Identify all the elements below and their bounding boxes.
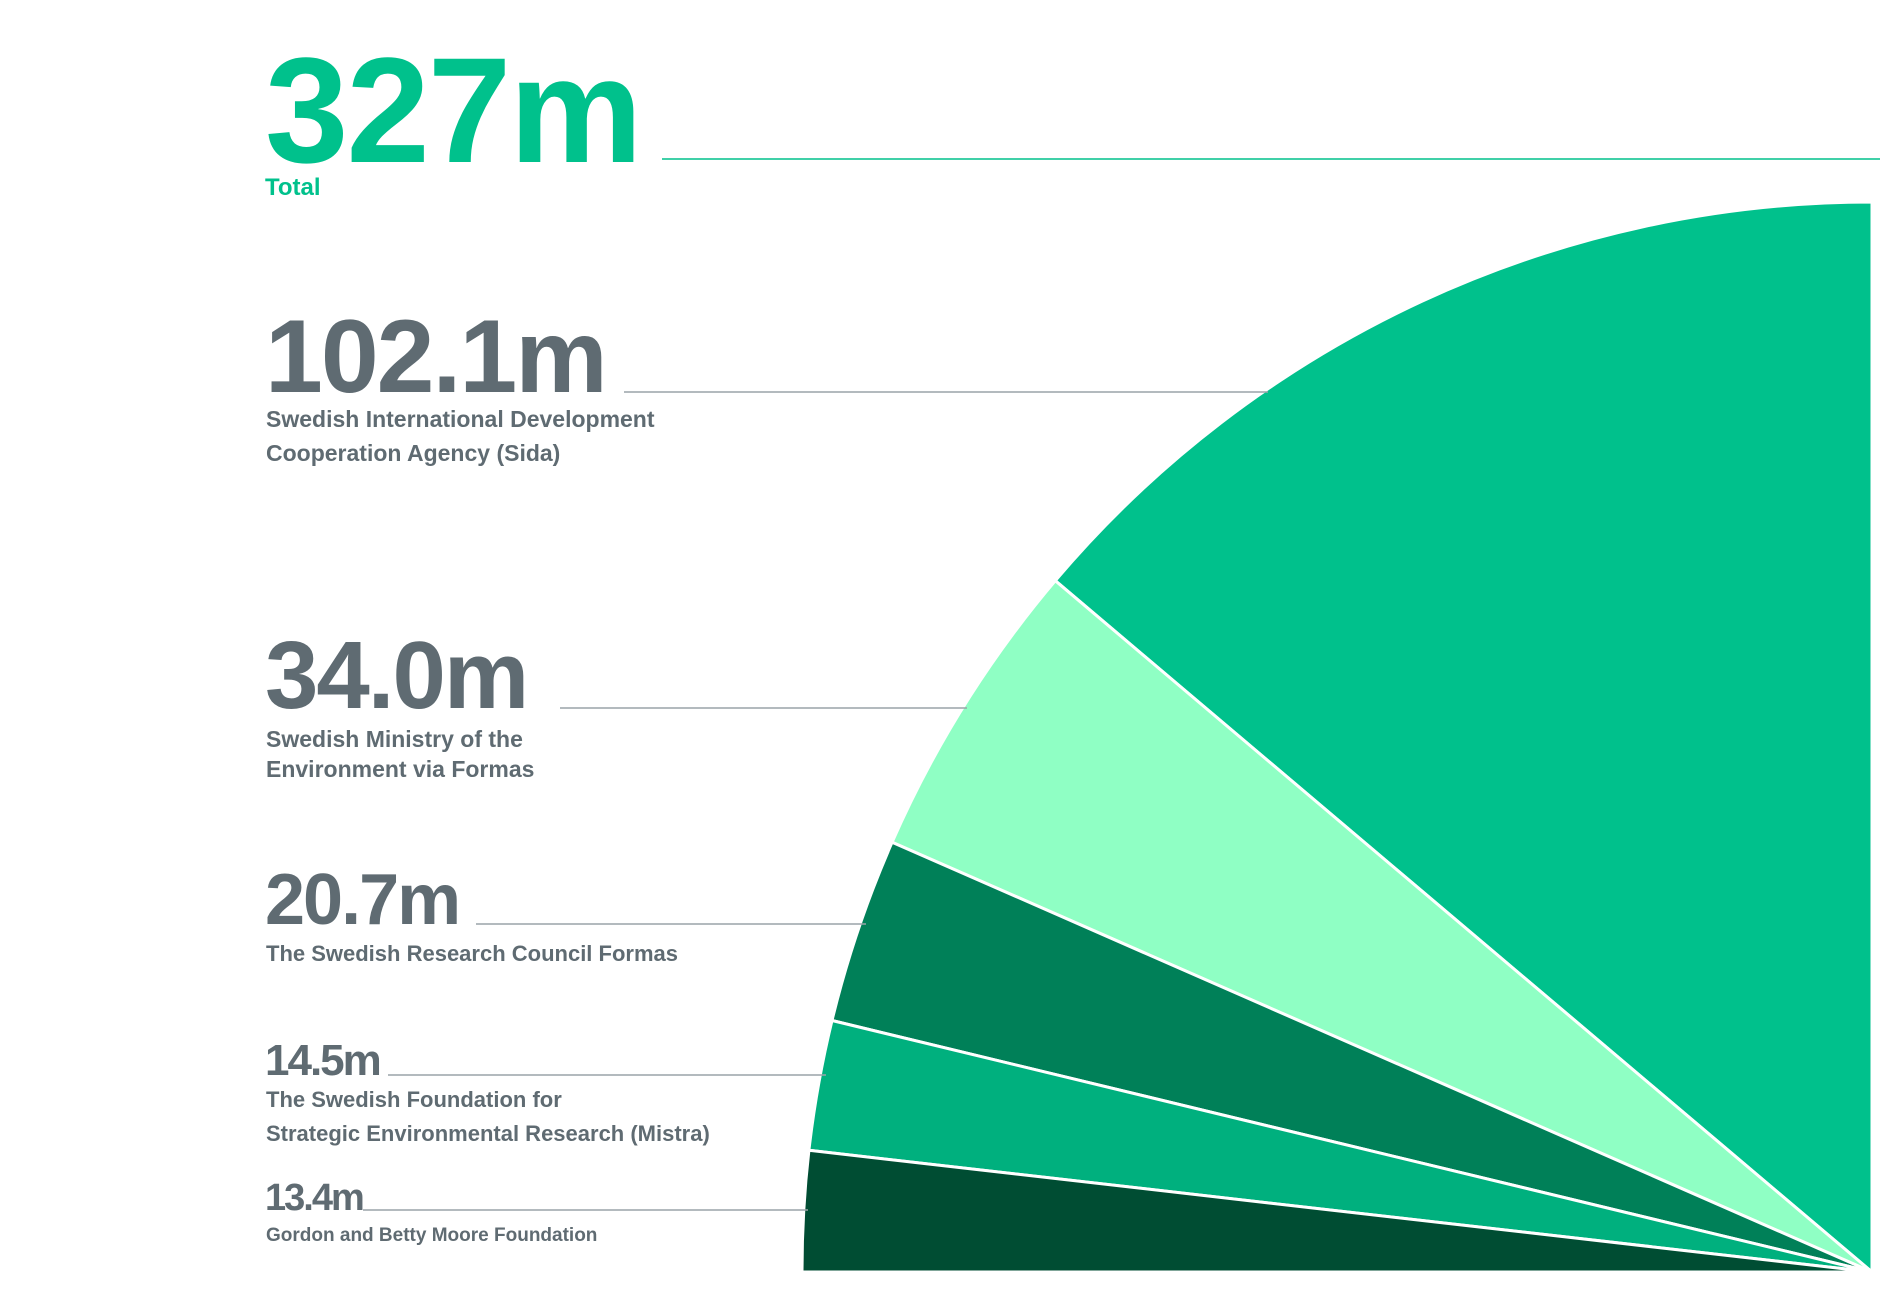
total-value: 327m — [265, 26, 641, 194]
segment-value-1: 102.1m — [265, 299, 606, 415]
pie-baseline-mask — [0, 1272, 1900, 1299]
segment-label-4-line-2: Strategic Environmental Research (Mistra… — [266, 1121, 710, 1146]
pie-slice-1 — [1053, 200, 1874, 1274]
pie-slices — [0, 200, 1900, 1299]
segment-label-2-line-1: Swedish Ministry of the — [266, 726, 523, 752]
segment-value-5: 13.4m — [265, 1177, 363, 1219]
pie-slice-2 — [890, 579, 1874, 1274]
segment-label-2-line-2: Environment via Formas — [266, 756, 534, 782]
segment-value-3: 20.7m — [265, 860, 459, 940]
segment-label-4-line-1: The Swedish Foundation for — [266, 1087, 562, 1112]
segment-label-1-line-1: Swedish International Development — [266, 406, 655, 432]
pie-slice-5 — [800, 1148, 1874, 1274]
leader-lines — [363, 158, 1880, 1211]
segment-value-4: 14.5m — [265, 1036, 380, 1085]
segment-value-2: 34.0m — [265, 622, 527, 729]
segment-label-5-line-1: Gordon and Betty Moore Foundation — [266, 1225, 597, 1246]
total-label: Total — [265, 174, 321, 201]
segment-label-3-line-1: The Swedish Research Council Formas — [266, 941, 678, 966]
segment-label-1-line-2: Cooperation Agency (Sida) — [266, 440, 560, 466]
